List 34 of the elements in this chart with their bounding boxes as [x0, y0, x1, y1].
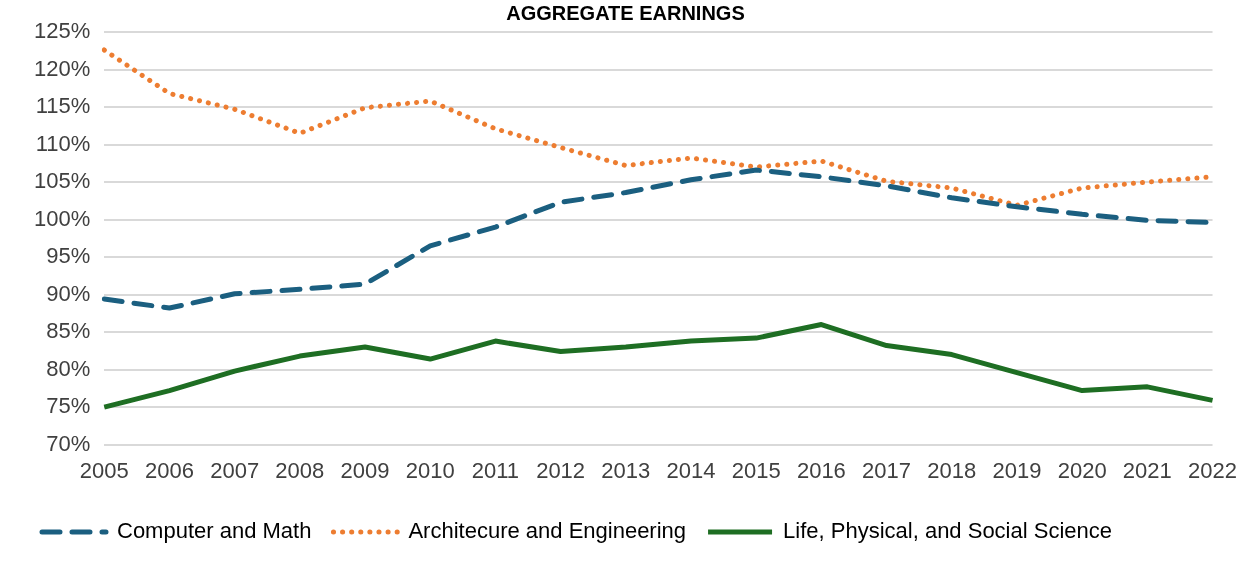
- x-tick-label: 2017: [862, 457, 912, 483]
- x-tick-label: 2011: [471, 457, 520, 483]
- y-tick-label: 125%: [33, 18, 91, 44]
- x-tick-label: 2016: [796, 457, 846, 483]
- x-tick-label: 2008: [275, 457, 325, 483]
- x-tick-label: 2018: [927, 457, 977, 483]
- x-tick-label: 2006: [144, 457, 194, 483]
- y-tick-label: 80%: [46, 355, 91, 381]
- legend-label: Architecure and Engineering: [408, 518, 687, 544]
- y-tick-label: 75%: [46, 393, 91, 419]
- x-tick-label: 2019: [992, 457, 1042, 483]
- x-tick-label: 2014: [666, 457, 716, 483]
- y-tick-label: 70%: [46, 430, 91, 456]
- y-tick-label: 95%: [46, 243, 91, 269]
- x-tick-label: 2021: [1122, 457, 1172, 483]
- x-tick-label: 2022: [1188, 457, 1238, 483]
- y-tick-label: 115%: [35, 93, 91, 119]
- x-tick-label: 2012: [536, 457, 586, 483]
- x-tick-label: 2007: [210, 457, 260, 483]
- y-tick-label: 90%: [46, 280, 91, 306]
- chart-title: AGGREGATE EARNINGS: [506, 1, 745, 24]
- legend-label: Life, Physical, and Social Science: [783, 518, 1113, 544]
- legend-label: Computer and Math: [117, 518, 312, 544]
- y-tick-label: 120%: [33, 55, 91, 81]
- y-tick-label: 85%: [46, 318, 91, 344]
- x-tick-label: 2010: [405, 457, 455, 483]
- y-tick-label: 100%: [33, 205, 91, 231]
- x-tick-label: 2013: [601, 457, 651, 483]
- y-tick-label: 110%: [35, 130, 91, 156]
- x-tick-label: 2015: [731, 457, 781, 483]
- x-tick-label: 2009: [340, 457, 390, 483]
- y-tick-label: 105%: [33, 168, 91, 194]
- x-tick-label: 2005: [79, 457, 129, 483]
- x-tick-label: 2020: [1057, 457, 1107, 483]
